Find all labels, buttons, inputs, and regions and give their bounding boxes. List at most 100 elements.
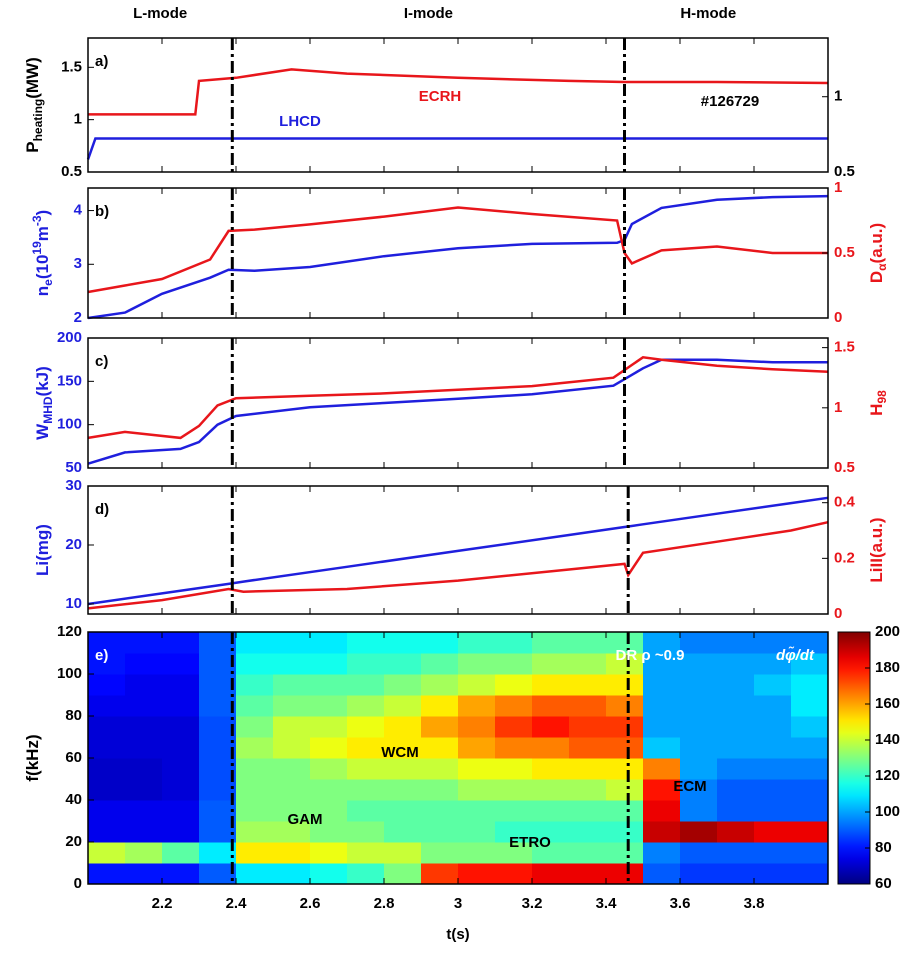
y-tick-label: 0 bbox=[74, 875, 82, 892]
y2-tick-label: 0 bbox=[834, 605, 842, 622]
colorbar-tick-label: 200 bbox=[875, 623, 900, 640]
heatmap-cell bbox=[88, 674, 126, 696]
heatmap-cell bbox=[384, 737, 422, 759]
heatmap-cell bbox=[495, 863, 533, 885]
heatmap-cell bbox=[606, 653, 644, 675]
heatmap-cell bbox=[273, 758, 311, 780]
axis-label: Pheating(MW) bbox=[23, 57, 45, 153]
heatmap-cell bbox=[162, 737, 200, 759]
heatmap-cell bbox=[199, 821, 237, 843]
heatmap-cell bbox=[88, 842, 126, 864]
heatmap-cell bbox=[310, 800, 348, 822]
y-tick-label: 4 bbox=[74, 202, 83, 219]
heatmap-cell bbox=[458, 674, 496, 696]
heatmap-cell bbox=[310, 821, 348, 843]
heatmap-cell bbox=[384, 758, 422, 780]
heatmap-cell bbox=[236, 632, 274, 654]
y2-tick-label: 0.4 bbox=[834, 494, 856, 511]
heatmap-cell bbox=[162, 632, 200, 654]
heatmap-cell bbox=[310, 758, 348, 780]
heatmap-cell bbox=[347, 674, 385, 696]
colorbar bbox=[837, 631, 871, 885]
y2-tick-label: 1.5 bbox=[834, 339, 855, 356]
heatmap-cell bbox=[273, 674, 311, 696]
axis-label-part: n bbox=[33, 286, 52, 296]
heatmap-cell bbox=[606, 695, 644, 717]
heatmap-cell bbox=[569, 758, 607, 780]
heatmap-cell bbox=[88, 695, 126, 717]
heatmap-cell bbox=[458, 758, 496, 780]
heatmap-cell bbox=[643, 863, 681, 885]
heatmap-cell bbox=[236, 800, 274, 822]
heatmap-cell bbox=[88, 779, 126, 801]
axis-label-part: D bbox=[867, 271, 886, 283]
heatmap-cell bbox=[199, 758, 237, 780]
heatmap-cell bbox=[643, 842, 681, 864]
x-tick-label: 3.2 bbox=[522, 895, 543, 912]
panel-label: a) bbox=[95, 53, 108, 70]
heatmap-cell bbox=[310, 842, 348, 864]
y-tick-label: 120 bbox=[57, 623, 82, 640]
heatmap-cell bbox=[754, 737, 792, 759]
annotation: dφ̃/dt bbox=[776, 646, 815, 664]
heatmap-cell bbox=[754, 674, 792, 696]
heatmap-cell bbox=[88, 863, 126, 885]
heatmap-cell bbox=[717, 779, 755, 801]
heatmap-cell bbox=[495, 737, 533, 759]
heatmap-cell bbox=[236, 737, 274, 759]
heatmap-cell bbox=[680, 863, 718, 885]
x-axis-label: t(s) bbox=[446, 926, 469, 943]
heatmap-cell bbox=[458, 653, 496, 675]
heatmap-cell bbox=[421, 863, 459, 885]
heatmap-cell bbox=[754, 863, 792, 885]
y2-tick-label: 0.2 bbox=[834, 549, 855, 566]
heatmap-cell bbox=[310, 674, 348, 696]
x-tick-label: 3 bbox=[454, 895, 462, 912]
axis-label-part: MHD bbox=[41, 396, 55, 424]
y-tick-label: 10 bbox=[65, 595, 82, 612]
axis-label-part: f(kHz) bbox=[23, 734, 42, 781]
heatmap-cell bbox=[495, 821, 533, 843]
heatmap-cell bbox=[754, 632, 792, 654]
axis-label-part: Li(mg) bbox=[33, 524, 52, 576]
axis-label-part: W bbox=[33, 423, 52, 440]
heatmap-cell bbox=[532, 863, 570, 885]
heatmap-cell bbox=[236, 863, 274, 885]
heatmap-cell bbox=[643, 800, 681, 822]
heatmap-cell bbox=[569, 716, 607, 738]
data-line bbox=[86, 137, 828, 160]
heatmap-cell bbox=[162, 821, 200, 843]
heatmap-cell bbox=[421, 821, 459, 843]
heatmap-cell bbox=[125, 632, 163, 654]
heatmap-cell bbox=[606, 632, 644, 654]
heatmap-cell bbox=[791, 863, 829, 885]
heatmap-cell bbox=[162, 779, 200, 801]
heatmap-cell bbox=[273, 821, 311, 843]
heatmap-cell bbox=[88, 632, 126, 654]
heatmap-cell bbox=[125, 674, 163, 696]
heatmap-cell bbox=[643, 632, 681, 654]
heatmap-cell bbox=[680, 695, 718, 717]
heatmap-cell bbox=[384, 821, 422, 843]
y-tick-label: 2 bbox=[74, 309, 82, 326]
heatmap-cell bbox=[125, 863, 163, 885]
heatmap-cell bbox=[310, 716, 348, 738]
heatmap-cell bbox=[236, 821, 274, 843]
heatmap-cell bbox=[458, 695, 496, 717]
heatmap-cell bbox=[569, 779, 607, 801]
axis-label-part: (a.u.) bbox=[867, 223, 886, 264]
heatmap-cell bbox=[384, 842, 422, 864]
heatmap-cell bbox=[162, 695, 200, 717]
heatmap-cell bbox=[458, 800, 496, 822]
heatmap-cell bbox=[754, 779, 792, 801]
heatmap-cell bbox=[421, 758, 459, 780]
panel-label: b) bbox=[95, 203, 109, 220]
heatmap-cell bbox=[347, 737, 385, 759]
heatmap-cell bbox=[791, 842, 829, 864]
heatmap-cell bbox=[125, 842, 163, 864]
heatmap-cell bbox=[495, 695, 533, 717]
heatmap-cell bbox=[754, 695, 792, 717]
heatmap-cell bbox=[458, 716, 496, 738]
heatmap-cell bbox=[199, 674, 237, 696]
heatmap-cell bbox=[273, 779, 311, 801]
